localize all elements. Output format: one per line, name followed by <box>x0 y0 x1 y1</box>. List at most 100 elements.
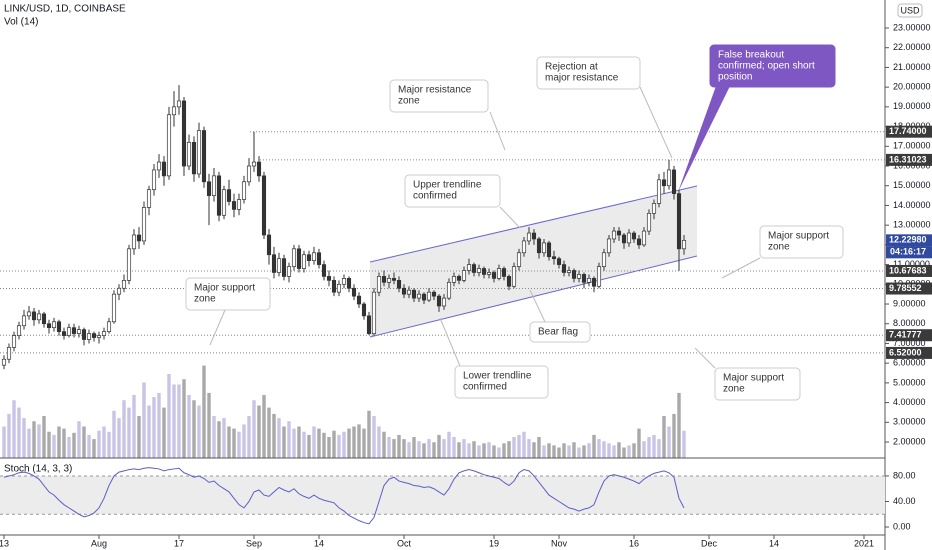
level-label: 16.31023 <box>889 154 927 164</box>
stoch-title: Stoch (14, 3, 3) <box>4 464 72 475</box>
x-tick-label: 14 <box>769 538 779 548</box>
volume-bar <box>337 434 341 458</box>
annotation-text: Major support <box>194 283 255 294</box>
volume-bar <box>557 447 561 458</box>
candle-body <box>261 175 267 236</box>
candle-body <box>56 321 62 332</box>
callout-line <box>439 317 461 367</box>
candle-body <box>466 264 472 271</box>
candle-body <box>606 238 612 254</box>
candle-body <box>576 274 582 279</box>
candle-body <box>46 323 52 329</box>
volume-bar <box>477 445 481 458</box>
volume-bar <box>2 426 6 458</box>
x-tick-label: 19 <box>489 538 499 548</box>
volume-bar <box>657 439 661 458</box>
candle-body <box>616 230 622 236</box>
volume-bar <box>347 428 351 458</box>
y-tick-label: 8.00000 <box>893 318 926 328</box>
volume-bar <box>602 441 606 458</box>
candle-body <box>331 280 337 293</box>
volume-bar <box>547 443 551 458</box>
x-tick-label: Oct <box>397 538 412 548</box>
volume-bar <box>577 447 581 458</box>
volume-bar <box>352 426 356 458</box>
candle-body <box>286 266 292 277</box>
volume-bar <box>282 426 286 458</box>
volume-bar <box>267 407 271 458</box>
candle-body <box>651 203 657 214</box>
candle-body <box>591 278 597 287</box>
annotation-box <box>185 277 271 311</box>
candle-body <box>456 276 462 281</box>
volume-bar <box>472 441 476 458</box>
annotation-box <box>389 79 489 113</box>
volume-bar <box>362 428 366 458</box>
volume-bar <box>412 437 416 458</box>
x-tick-label: 16 <box>629 538 639 548</box>
annotation-box <box>536 56 641 90</box>
candle-body <box>646 212 652 232</box>
candle-body <box>391 278 397 281</box>
candle-body <box>501 268 507 277</box>
volume-bar <box>32 421 36 458</box>
level-label: 12.22980 <box>889 235 927 245</box>
candle-body <box>66 327 72 336</box>
volume-bar <box>372 416 376 458</box>
volume-bar <box>537 437 541 458</box>
volume-bar <box>177 384 181 458</box>
volume-bar <box>212 416 216 458</box>
candle-body <box>236 199 242 210</box>
candle-body <box>626 232 632 244</box>
candle-body <box>81 329 87 340</box>
y-tick-label: 80.00 <box>893 470 916 480</box>
candle-body <box>271 254 277 273</box>
candle-body <box>511 266 517 287</box>
candle-body <box>451 276 457 283</box>
volume-bar <box>622 447 626 458</box>
volume-bar <box>667 426 671 458</box>
candle-body <box>276 258 282 273</box>
candle-body <box>221 189 227 216</box>
candle-body <box>116 287 122 295</box>
candle-body <box>656 179 662 204</box>
candle-body <box>6 347 12 360</box>
candle-body <box>51 321 57 329</box>
candle-body <box>131 234 137 250</box>
annotation-box <box>404 174 501 208</box>
symbol-title: LINK/USD, 1D, COINBASE <box>4 4 126 15</box>
candle-body <box>216 175 222 216</box>
volume-bar <box>192 400 196 458</box>
candle-body <box>546 242 552 258</box>
candle-body <box>231 201 237 210</box>
volume-bar <box>402 439 406 458</box>
x-tick-label: 17 <box>174 538 184 548</box>
currency-button[interactable] <box>897 3 923 18</box>
candle-body <box>361 303 367 317</box>
candle-body <box>496 268 502 279</box>
candle-body <box>516 252 522 267</box>
level-label: 9.78552 <box>889 283 922 293</box>
level-label: 6.52000 <box>889 347 922 357</box>
x-tick-label: Sep <box>246 538 262 548</box>
volume-bar <box>332 430 336 458</box>
volume-bar <box>612 445 616 458</box>
candle-body <box>321 264 327 277</box>
volume-bar <box>112 410 116 458</box>
candle-body <box>101 331 107 336</box>
candle-body <box>16 325 22 336</box>
x-tick-label: Nov <box>551 538 568 548</box>
candle-body <box>61 331 67 336</box>
candle-body <box>636 238 642 246</box>
currency[interactable]: USD <box>900 5 920 15</box>
candle-body <box>11 335 17 348</box>
volume-bar <box>97 430 101 458</box>
volume-bar <box>57 426 61 458</box>
volume-bar <box>72 432 76 458</box>
candle-body <box>341 278 347 285</box>
volume-bar <box>427 439 431 458</box>
volume-bar <box>22 418 26 458</box>
candle-body <box>481 268 487 275</box>
volume-bar <box>487 442 491 458</box>
level-label: 10.67683 <box>889 265 927 275</box>
